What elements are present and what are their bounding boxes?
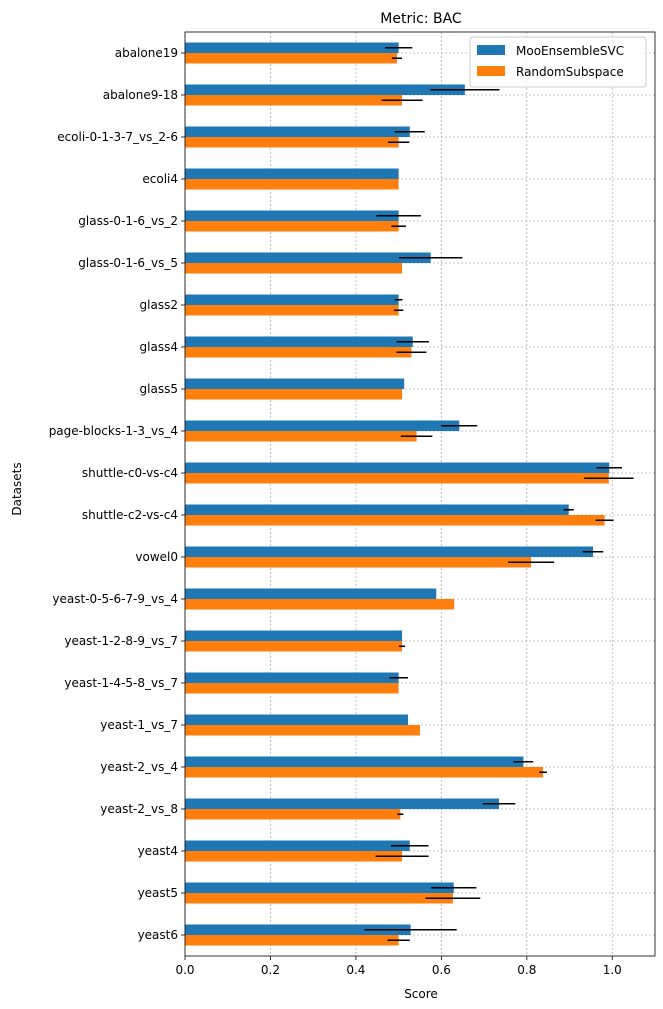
y-tick-label: yeast-2_vs_4 [100,760,178,774]
bar-mooensemblesvc [185,840,410,851]
y-tick-label: yeast4 [138,844,178,858]
bar-randomsubspace [185,137,399,148]
bar-randomsubspace [185,893,453,904]
bar-mooensemblesvc [185,84,465,95]
y-tick-label: ecoli4 [142,172,178,186]
y-tick-label: shuttle-c2-vs-c4 [82,508,178,522]
y-tick-label: vowel0 [135,550,178,564]
y-tick-label: yeast-1_vs_7 [100,718,178,732]
bar-mooensemblesvc [185,714,409,725]
bar-mooensemblesvc [185,462,610,473]
y-tick-label: glass-0-1-6_vs_5 [78,256,178,270]
bar-mooensemblesvc [185,546,594,557]
y-tick-label: ecoli-0-1-3-7_vs_2-6 [57,130,178,144]
bar-randomsubspace [185,473,609,484]
bar-randomsubspace [185,641,403,652]
axes: 0.0 0.2 0.4 0.6 0.8 1.0 abalone19 abalone9-18 ec… [49,31,656,977]
legend-label-mooensemblesvc: MooEnsembleSVC [516,44,624,58]
y-tick-label: yeast5 [138,886,178,900]
y-tick-label: glass2 [140,298,178,312]
bar-randomsubspace [185,53,397,64]
bar-mooensemblesvc [185,672,399,683]
y-tick-label: page-blocks-1-3_vs_4 [49,424,178,438]
legend-label-randomsubspace: RandomSubspace [516,65,624,79]
bar-mooensemblesvc [185,294,399,305]
bar-randomsubspace [185,557,532,568]
bar-randomsubspace [185,725,420,736]
bars [185,42,610,946]
legend-swatch-mooensemblesvc [477,45,505,55]
bar-mooensemblesvc [185,252,431,263]
bar-mooensemblesvc [185,504,569,515]
bar-mooensemblesvc [185,42,399,53]
bar-randomsubspace [185,809,401,820]
bar-randomsubspace [185,599,455,610]
chart-title: Metric: BAC [380,11,462,27]
bar-randomsubspace [185,347,412,358]
y-axis-label: Datasets [10,462,24,515]
bar-mooensemblesvc [185,420,460,431]
bar-randomsubspace [185,179,399,190]
y-tick-label: yeast-2_vs_8 [100,802,178,816]
y-tick-label: glass5 [140,382,178,396]
y-tick-label: abalone19 [115,46,178,60]
x-tick-label: 0.8 [517,963,536,977]
bar-randomsubspace [185,305,399,316]
x-tick-label: 1.0 [603,963,622,977]
legend-frame [469,36,647,88]
x-tick-label: 0.0 [175,963,194,977]
legend: MooEnsembleSVC RandomSubspace [469,36,647,88]
y-tick-label: yeast-1-4-5-8_vs_7 [64,676,178,690]
bar-randomsubspace [185,767,544,778]
x-tick-label: 0.6 [432,963,451,977]
x-tick-label: 0.4 [346,963,365,977]
bar-randomsubspace [185,95,403,106]
y-tick-label: shuttle-c0-vs-c4 [82,466,178,480]
bar-randomsubspace [185,389,403,400]
bar-mooensemblesvc [185,126,410,137]
bar-mooensemblesvc [185,756,524,767]
x-tick-label: 0.2 [261,963,280,977]
bar-randomsubspace [185,851,403,862]
error-bars [364,46,634,942]
y-tick-label: glass-0-1-6_vs_2 [78,214,178,228]
bar-randomsubspace [185,515,605,526]
bar-randomsubspace [185,683,399,694]
bar-mooensemblesvc [185,168,399,179]
bar-mooensemblesvc [185,336,413,347]
bar-mooensemblesvc [185,588,437,599]
y-tick-label: glass4 [140,340,178,354]
bar-mooensemblesvc [185,630,403,641]
bar-mooensemblesvc [185,798,500,809]
bar-mooensemblesvc [185,882,454,893]
bar-randomsubspace [185,935,399,946]
bar-randomsubspace [185,263,403,274]
x-axis-label: Score [404,987,438,1001]
y-tick-label: yeast-0-5-6-7-9_vs_4 [52,592,178,606]
legend-swatch-randomsubspace [477,66,505,76]
bar-mooensemblesvc [185,378,405,389]
y-tick-label: yeast6 [138,928,178,942]
bar-randomsubspace [185,221,399,232]
bar-randomsubspace [185,431,417,442]
plot-frame [184,31,656,957]
y-tick-label: yeast-1-2-8-9_vs_7 [64,634,178,648]
bar-mooensemblesvc [185,210,399,221]
bar-mooensemblesvc [185,924,411,935]
y-tick-label: abalone9-18 [103,88,178,102]
